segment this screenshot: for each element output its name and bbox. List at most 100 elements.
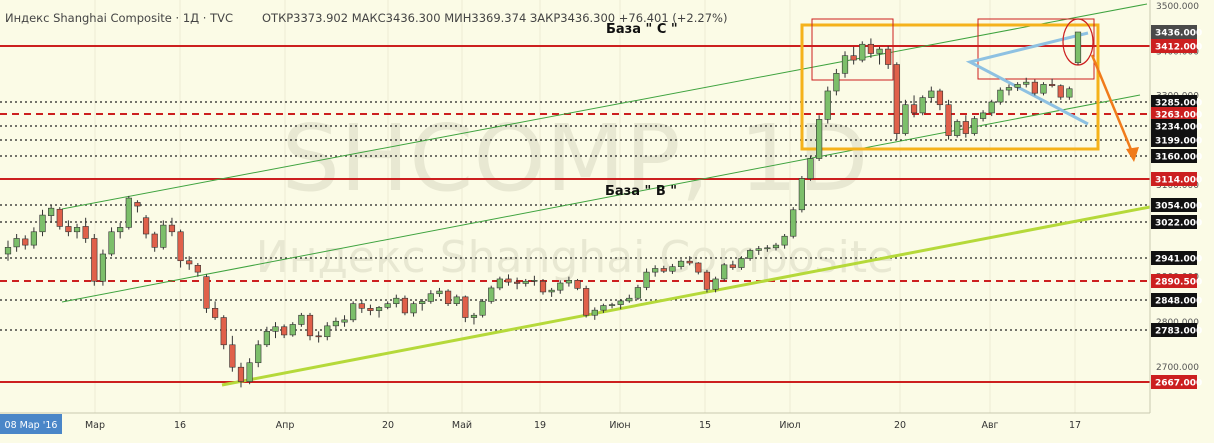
candle[interactable] [617,300,624,305]
candle[interactable] [703,271,711,290]
candle[interactable] [1049,84,1056,86]
candle[interactable] [531,280,538,282]
candle[interactable] [781,235,788,246]
candle[interactable] [470,314,478,318]
candle[interactable] [505,278,512,283]
candle[interactable] [160,224,167,248]
candle[interactable] [660,268,667,272]
left-pattern-box[interactable] [811,18,894,81]
support-trend-line[interactable] [221,205,1151,387]
candle[interactable] [910,104,918,114]
candle[interactable] [272,326,279,332]
candle[interactable] [134,202,141,207]
candle[interactable] [979,112,987,119]
candle[interactable] [790,209,797,237]
time-axis[interactable] [0,413,1214,443]
candle[interactable] [220,317,227,346]
candle[interactable] [436,290,443,295]
candle[interactable] [807,158,814,179]
candle[interactable] [677,260,685,267]
candle[interactable] [1005,87,1013,91]
candle[interactable] [125,197,132,228]
candle[interactable] [557,282,564,291]
candle[interactable] [885,48,892,65]
candle[interactable] [99,253,107,282]
candle[interactable] [772,244,780,249]
candle[interactable] [1031,81,1038,94]
candle[interactable] [65,226,72,233]
candle[interactable] [142,217,150,235]
candle[interactable] [281,326,288,336]
candle[interactable] [91,238,98,282]
candle[interactable] [1074,31,1082,64]
candle[interactable] [522,280,529,284]
candle[interactable] [669,266,676,272]
candle[interactable] [332,320,340,327]
candle[interactable] [1066,88,1073,98]
candle[interactable] [419,301,426,304]
candle[interactable] [841,55,849,74]
candle[interactable] [764,247,771,250]
candle[interactable] [298,314,305,325]
channel-upper-line[interactable] [61,3,1148,210]
candle[interactable] [738,258,745,268]
candle[interactable] [358,303,365,309]
candle[interactable] [583,288,590,316]
candle[interactable] [634,287,642,299]
candle[interactable] [945,104,952,136]
candle[interactable] [229,344,236,368]
candle[interactable] [427,293,434,302]
candle[interactable] [652,268,659,273]
candle[interactable] [608,304,616,306]
candle[interactable] [367,308,374,311]
candle[interactable] [56,208,63,227]
candle[interactable] [453,296,460,304]
candle[interactable] [539,280,547,293]
candle[interactable] [721,264,728,280]
candle[interactable] [246,362,253,382]
candle[interactable] [1057,85,1064,98]
candle[interactable] [306,314,314,337]
candle[interactable] [4,247,12,255]
candle[interactable] [997,89,1004,103]
right-pattern-box[interactable] [977,18,1095,80]
candle[interactable] [867,43,875,54]
candle[interactable] [151,233,158,248]
candle[interactable] [108,231,115,255]
candle[interactable] [876,48,883,54]
candle[interactable] [410,303,417,314]
candle[interactable] [824,90,831,120]
candle[interactable] [712,278,719,290]
candle[interactable] [833,73,840,92]
candle[interactable] [755,248,762,251]
candle[interactable] [30,231,37,246]
candle[interactable] [48,207,55,216]
candle[interactable] [1040,84,1047,94]
drawings[interactable] [61,3,1151,387]
candle[interactable] [695,262,702,273]
candle[interactable] [168,224,176,233]
candle[interactable] [444,290,452,304]
candle[interactable] [117,227,124,233]
candle[interactable] [22,238,29,246]
candle[interactable] [643,271,650,288]
candle[interactable] [82,226,89,239]
candle[interactable] [324,325,331,338]
candle[interactable] [548,289,555,293]
candle[interactable] [211,308,219,318]
candle[interactable] [73,227,81,233]
candle[interactable] [600,305,607,311]
candle[interactable] [315,335,322,338]
candle[interactable] [816,119,823,159]
candle[interactable] [13,238,20,248]
candle[interactable] [237,366,245,382]
forecast-arrow[interactable] [1090,54,1134,153]
candle[interactable] [746,250,754,259]
candle[interactable] [954,121,961,136]
candle[interactable] [39,214,46,233]
triangle-pattern[interactable] [965,31,1089,126]
candle[interactable] [186,260,193,265]
candle[interactable] [729,264,736,268]
candle[interactable] [686,260,693,264]
